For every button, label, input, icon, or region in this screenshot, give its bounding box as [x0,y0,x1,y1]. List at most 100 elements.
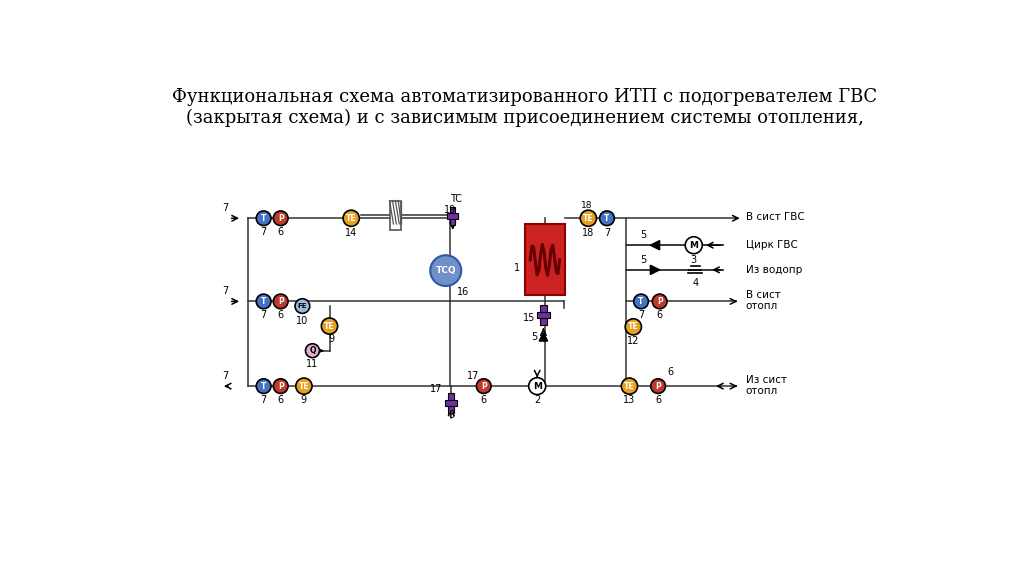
Bar [445,400,458,406]
Circle shape [295,298,309,313]
Circle shape [430,255,461,286]
Text: 18: 18 [581,201,593,210]
Text: М: М [532,382,542,391]
Text: TE: TE [624,382,635,391]
Text: 8: 8 [449,410,455,420]
Text: Цирк ГВС: Цирк ГВС [745,240,798,250]
Text: 17: 17 [467,371,479,381]
Text: 13: 13 [624,395,636,405]
Circle shape [600,211,614,226]
Text: 6: 6 [278,395,284,405]
Text: T: T [261,297,266,306]
Bar [541,305,547,325]
Circle shape [273,294,288,309]
Text: 18: 18 [583,228,595,238]
Bar [449,393,455,413]
Text: 3: 3 [690,255,696,265]
Bar [389,200,401,230]
Text: P: P [656,297,663,306]
Text: 1: 1 [514,262,520,273]
Circle shape [476,379,492,393]
Circle shape [622,378,638,394]
Text: P: P [278,214,284,223]
Polygon shape [650,265,659,274]
Text: FE: FE [298,303,307,309]
Text: 6: 6 [656,311,663,320]
Text: 6: 6 [480,395,486,405]
Bar [447,214,458,219]
Circle shape [626,319,641,335]
Polygon shape [540,332,548,341]
Text: P: P [481,382,486,391]
Text: 7: 7 [638,311,644,320]
Circle shape [256,211,271,226]
Text: (закрытая схема) и с зависимым присоединением системы отопления,: (закрытая схема) и с зависимым присоедин… [186,109,863,127]
Text: 6: 6 [655,395,662,405]
Text: TCQ: TCQ [435,266,456,275]
Circle shape [322,318,338,334]
Text: 7: 7 [260,311,266,320]
Text: 9: 9 [328,334,334,344]
Text: Q: Q [309,346,315,355]
Circle shape [581,210,597,226]
Text: В сист ГВС: В сист ГВС [745,212,805,223]
Circle shape [256,379,271,393]
Text: 14: 14 [345,228,357,238]
Text: 15: 15 [523,313,536,323]
Text: 16: 16 [457,287,469,297]
Bar [450,207,456,225]
Text: T: T [604,214,609,223]
Polygon shape [650,241,659,250]
Circle shape [273,211,288,226]
Text: В сист
отопл: В сист отопл [745,290,780,312]
Text: 12: 12 [627,336,639,347]
Text: TE: TE [583,214,594,223]
Circle shape [652,294,667,309]
Text: TE: TE [628,323,639,331]
Text: 6: 6 [278,311,284,320]
Circle shape [256,294,271,309]
Text: 10: 10 [296,316,308,325]
Text: T: T [261,382,266,391]
Text: 11: 11 [306,359,318,369]
Text: Функциональная схема автоматизированного ИТП с подогревателем ГВС: Функциональная схема автоматизированного… [172,88,878,106]
Circle shape [305,344,319,358]
Text: Из водопр: Из водопр [745,265,802,275]
Text: 19: 19 [443,205,456,215]
Text: 7: 7 [222,203,228,214]
Circle shape [634,294,648,309]
Text: 9: 9 [301,395,307,405]
Text: P: P [278,382,284,391]
Circle shape [343,210,359,226]
Text: P: P [278,297,284,306]
Bar [538,312,550,319]
Text: Из сист
отопл: Из сист отопл [745,375,786,396]
Text: TE: TE [325,321,335,331]
Text: 4: 4 [692,278,698,288]
Text: 6: 6 [668,367,674,377]
Circle shape [528,378,546,394]
Text: 6: 6 [278,227,284,237]
Text: TE: TE [346,214,356,223]
Text: 7: 7 [260,227,266,237]
Text: 7: 7 [222,371,228,381]
Circle shape [273,379,288,393]
Bar [524,224,565,295]
Text: 5: 5 [531,332,538,342]
Text: TC: TC [450,194,462,204]
Text: М: М [689,241,698,250]
Text: 7: 7 [260,395,266,405]
Circle shape [296,378,312,394]
Text: TE: TE [299,382,309,391]
Text: 2: 2 [535,395,541,405]
Circle shape [650,379,666,393]
Text: 5: 5 [640,255,646,265]
Text: 7: 7 [604,228,610,238]
Circle shape [685,236,702,254]
Text: 17: 17 [429,384,442,394]
Text: T: T [638,297,644,306]
Text: P: P [655,382,660,391]
Text: 5: 5 [640,230,646,240]
Text: T: T [261,214,266,223]
Text: 7: 7 [222,286,228,296]
